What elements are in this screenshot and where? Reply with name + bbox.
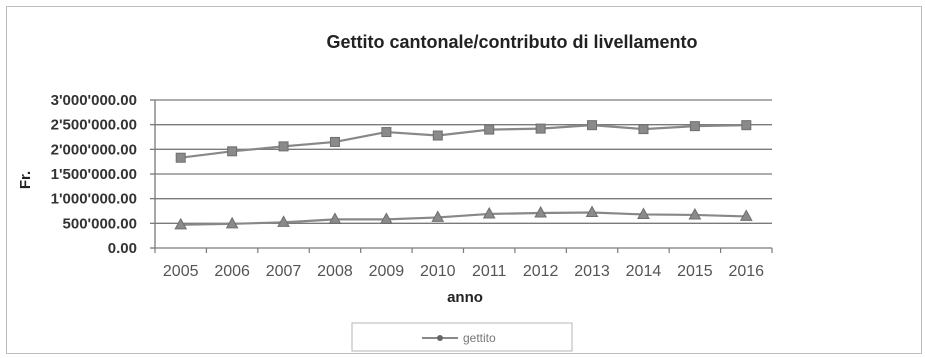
legend-marker-icon xyxy=(437,335,443,341)
data-point-square xyxy=(329,136,340,147)
x-tick-label: 2006 xyxy=(214,263,250,280)
x-tick-label: 2013 xyxy=(574,263,610,280)
y-tick-labels: 0.00 500'000.00 1'000'000.00 1'500'000.00 2'… xyxy=(51,92,137,257)
series-2 xyxy=(174,205,753,230)
y-axis-label: Fr. xyxy=(17,171,34,189)
data-point-square xyxy=(587,120,598,131)
x-tick-label: 2008 xyxy=(317,263,353,280)
data-point-triangle xyxy=(482,206,496,219)
data-point-square xyxy=(741,120,752,131)
data-point-square xyxy=(175,152,186,163)
x-axis-label: anno xyxy=(447,289,483,306)
y-tick-label: 500'000.00 xyxy=(63,215,137,232)
data-point-square xyxy=(227,146,238,157)
y-tick-label: 0.00 xyxy=(108,240,137,257)
data-point-triangle xyxy=(637,207,650,219)
data-point-square xyxy=(535,123,546,134)
data-point-triangle xyxy=(739,209,753,221)
x-tick-label: 2012 xyxy=(523,263,559,280)
gridlines xyxy=(155,99,772,224)
y-tick-label: 2'000'000.00 xyxy=(51,141,137,158)
data-point-triangle xyxy=(380,212,393,224)
y-tick-label: 1'500'000.00 xyxy=(51,166,137,183)
series-line xyxy=(180,211,747,226)
axes xyxy=(150,99,773,253)
y-tick-label: 2'500'000.00 xyxy=(51,117,137,134)
series-line xyxy=(180,124,747,159)
data-point-triangle xyxy=(431,210,445,222)
data-point-triangle xyxy=(225,216,239,229)
x-tick-label: 2010 xyxy=(420,263,456,280)
data-point-triangle xyxy=(174,217,188,230)
data-point-square xyxy=(278,141,289,152)
data-point-square xyxy=(689,121,700,132)
chart-frame xyxy=(6,6,922,354)
y-tick-label: 3'000'000.00 xyxy=(51,92,137,109)
data-point-triangle xyxy=(688,207,702,220)
series-1 xyxy=(175,120,752,163)
legend: gettito xyxy=(351,322,573,352)
data-point-triangle xyxy=(277,215,290,227)
x-tick-label: 2011 xyxy=(472,263,507,280)
x-tick-label: 2009 xyxy=(369,263,405,280)
chart-title: Gettito cantonale/contributo di livellam… xyxy=(326,32,697,52)
data-point-triangle xyxy=(585,205,599,217)
data-point-square xyxy=(432,130,443,141)
legend-box xyxy=(351,322,573,352)
data-point-triangle xyxy=(534,205,547,218)
data-point-square xyxy=(638,124,649,135)
x-tick-label: 2015 xyxy=(677,263,713,280)
data-series xyxy=(174,120,753,230)
x-tick-label: 2007 xyxy=(266,263,302,280)
legend-entry-gettito: gettito xyxy=(463,331,496,345)
data-point-triangle xyxy=(328,212,342,224)
data-point-square xyxy=(484,124,495,135)
x-tick-labels: 2005 2006 2007 2008 2009 2010 2011 2012 2013 2014… xyxy=(163,263,764,280)
x-tick-label: 2005 xyxy=(163,263,199,280)
x-tick-label: 2014 xyxy=(626,263,662,280)
data-point-square xyxy=(381,127,392,138)
y-tick-label: 1'000'000.00 xyxy=(51,191,137,208)
x-tick-label: 2016 xyxy=(728,263,764,280)
